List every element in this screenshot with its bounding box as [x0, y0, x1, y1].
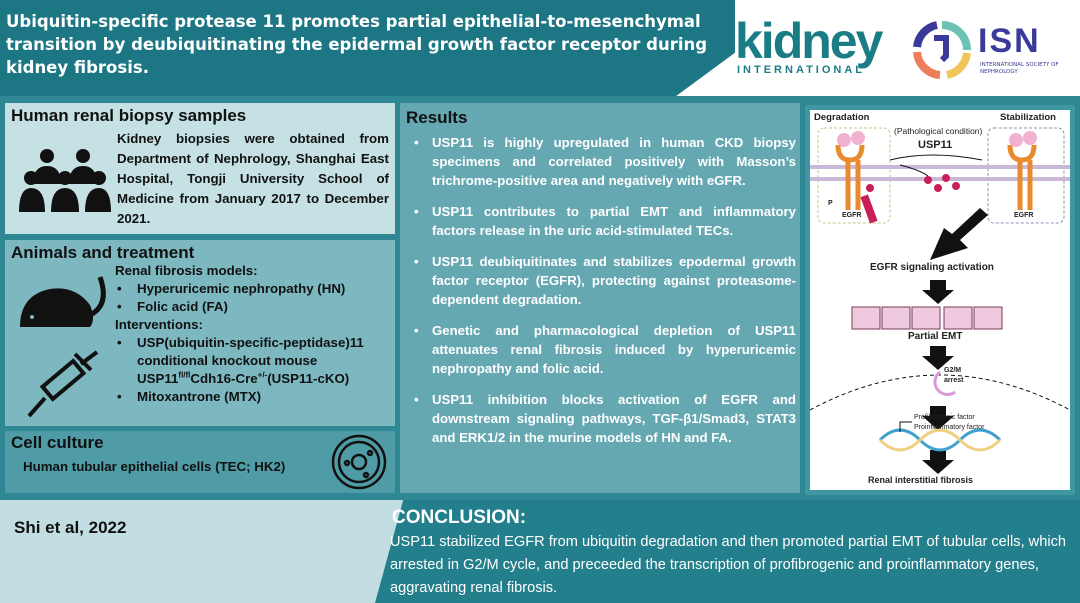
- isn-logo-text: ISN: [978, 22, 1041, 60]
- cell-culture-panel: Cell culture Human tubular epithelial ce…: [5, 431, 395, 493]
- mechanism-graphic: [810, 127, 1070, 474]
- phospho-label: P: [828, 200, 833, 207]
- syringe-icon: [27, 350, 99, 418]
- conclusion-heading: CONCLUSION:: [392, 507, 527, 528]
- emt-label: Partial EMT: [908, 331, 963, 342]
- condition-label: (Pathological condition): [894, 126, 983, 136]
- biopsy-description: Kidney biopsies were obtained from Depar…: [117, 131, 389, 226]
- stabilization-label: Stabilization: [1000, 112, 1056, 123]
- interventions-label: Interventions:: [115, 317, 203, 332]
- result-item: USP11 deubiquitinates and stabilizes epo…: [412, 252, 796, 309]
- isn-logo-subtext: INTERNATIONAL SOCIETY OF NEPHROLOGY: [980, 62, 1059, 75]
- intervention-item: • Mitoxantrone (MTX): [117, 389, 262, 404]
- profibrogenic-label: Profibrogenic factor: [914, 414, 975, 421]
- result-item: USP11 contributes to partial EMT and inf…: [412, 202, 796, 240]
- results-heading: Results: [406, 108, 468, 127]
- isn-logo: ISN INTERNATIONAL SOCIETY OF NEPHROLOGY: [912, 20, 1059, 84]
- animals-list: Renal fibrosis models: • Hyperuricemic ne…: [115, 262, 393, 406]
- result-item: USP11 is highly upregulated in human CKD…: [412, 133, 796, 190]
- model-item: • Hyperuricemic nephropathy (HN): [117, 281, 346, 296]
- mechanism-diagram: Degradation Stabilization (Pathological …: [805, 105, 1075, 495]
- kidney-logo-text: kidney: [735, 13, 883, 69]
- petri-dish-icon: [331, 434, 387, 490]
- degradation-label: Degradation: [814, 112, 870, 123]
- egfr-label: EGFR: [1014, 212, 1034, 219]
- citation: Shi et al, 2022: [14, 518, 127, 537]
- panel-heading: Cell culture: [11, 433, 104, 452]
- mouse-icon: [20, 276, 106, 327]
- results-list: USP11 is highly upregulated in human CKD…: [412, 133, 796, 447]
- usp11-label: USP11: [918, 139, 953, 151]
- proinflammatory-label: Proinflammatory factor: [914, 424, 985, 431]
- conclusion-text: USP11 stabilized EGFR from ubiquitin deg…: [390, 534, 1066, 596]
- kidney-international-logo: kidney INTERNATIONAL: [735, 13, 883, 76]
- panel-heading: Human renal biopsy samples: [11, 106, 247, 125]
- result-item: Genetic and pharmacological depletion of…: [412, 321, 796, 378]
- animals-treatment-panel: Animals and treatment Renal fibrosis mod…: [5, 240, 395, 426]
- title-banner: [0, 0, 735, 96]
- human-biopsy-panel: Human renal biopsy samples Kidney biopsi…: [5, 103, 395, 234]
- signaling-label: EGFR signaling activation: [870, 262, 994, 273]
- intervention-item: • USP(ubiquitin-specific-peptidase)11 con…: [117, 335, 364, 386]
- cell-culture-text: Human tubular epithelial cells (TEC; HK2…: [23, 459, 286, 474]
- fibrosis-label: Renal interstitial fibrosis: [868, 475, 974, 485]
- panel-heading: Animals and treatment: [11, 243, 195, 262]
- results-panel: Results USP11 is highly upregulated in h…: [400, 103, 800, 493]
- people-group-icon: [19, 149, 111, 212]
- paper-title: Ubiquitin-specific protease 11 promotes …: [6, 12, 708, 77]
- conclusion-box: [375, 500, 1080, 603]
- models-label: Renal fibrosis models:: [115, 263, 258, 278]
- result-item: USP11 inhibition blocks activation of EG…: [412, 390, 796, 447]
- g2m-label: G2/M: [944, 367, 962, 374]
- kidney-logo-subtext: INTERNATIONAL: [737, 64, 866, 76]
- model-item: • Folic acid (FA): [117, 299, 228, 314]
- isn-emblem-icon: [913, 21, 971, 79]
- egfr-label: EGFR: [842, 212, 862, 219]
- arrest-label: arrest: [944, 377, 964, 384]
